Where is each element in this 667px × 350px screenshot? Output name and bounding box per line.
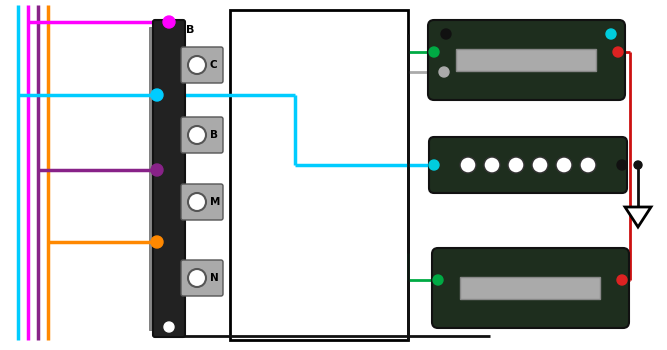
Circle shape <box>613 47 623 57</box>
Text: B: B <box>186 25 194 35</box>
Circle shape <box>617 275 627 285</box>
Bar <box>456 49 596 71</box>
FancyBboxPatch shape <box>181 117 223 153</box>
Circle shape <box>429 47 439 57</box>
Circle shape <box>617 160 627 170</box>
FancyBboxPatch shape <box>429 137 627 193</box>
Circle shape <box>606 29 616 39</box>
FancyBboxPatch shape <box>428 20 625 100</box>
Circle shape <box>580 157 596 173</box>
Circle shape <box>188 126 206 144</box>
Circle shape <box>151 164 163 176</box>
Circle shape <box>439 67 449 77</box>
Circle shape <box>188 56 206 74</box>
FancyBboxPatch shape <box>181 184 223 220</box>
FancyBboxPatch shape <box>153 20 185 337</box>
Circle shape <box>151 236 163 248</box>
Circle shape <box>164 322 174 332</box>
Circle shape <box>429 160 439 170</box>
FancyBboxPatch shape <box>181 47 223 83</box>
Circle shape <box>484 157 500 173</box>
Circle shape <box>556 157 572 173</box>
Text: M: M <box>210 197 220 207</box>
Bar <box>149 27 157 330</box>
Circle shape <box>163 16 175 28</box>
Bar <box>230 10 408 340</box>
Text: C: C <box>210 60 217 70</box>
FancyBboxPatch shape <box>432 248 629 328</box>
Circle shape <box>441 29 451 39</box>
Circle shape <box>188 269 206 287</box>
Circle shape <box>151 89 163 101</box>
Circle shape <box>634 161 642 169</box>
Circle shape <box>532 157 548 173</box>
Polygon shape <box>625 207 651 227</box>
Text: B: B <box>210 130 218 140</box>
Circle shape <box>508 157 524 173</box>
FancyBboxPatch shape <box>181 260 223 296</box>
Circle shape <box>433 275 443 285</box>
Bar <box>460 277 600 299</box>
Circle shape <box>460 157 476 173</box>
Text: N: N <box>210 273 219 283</box>
Circle shape <box>188 193 206 211</box>
